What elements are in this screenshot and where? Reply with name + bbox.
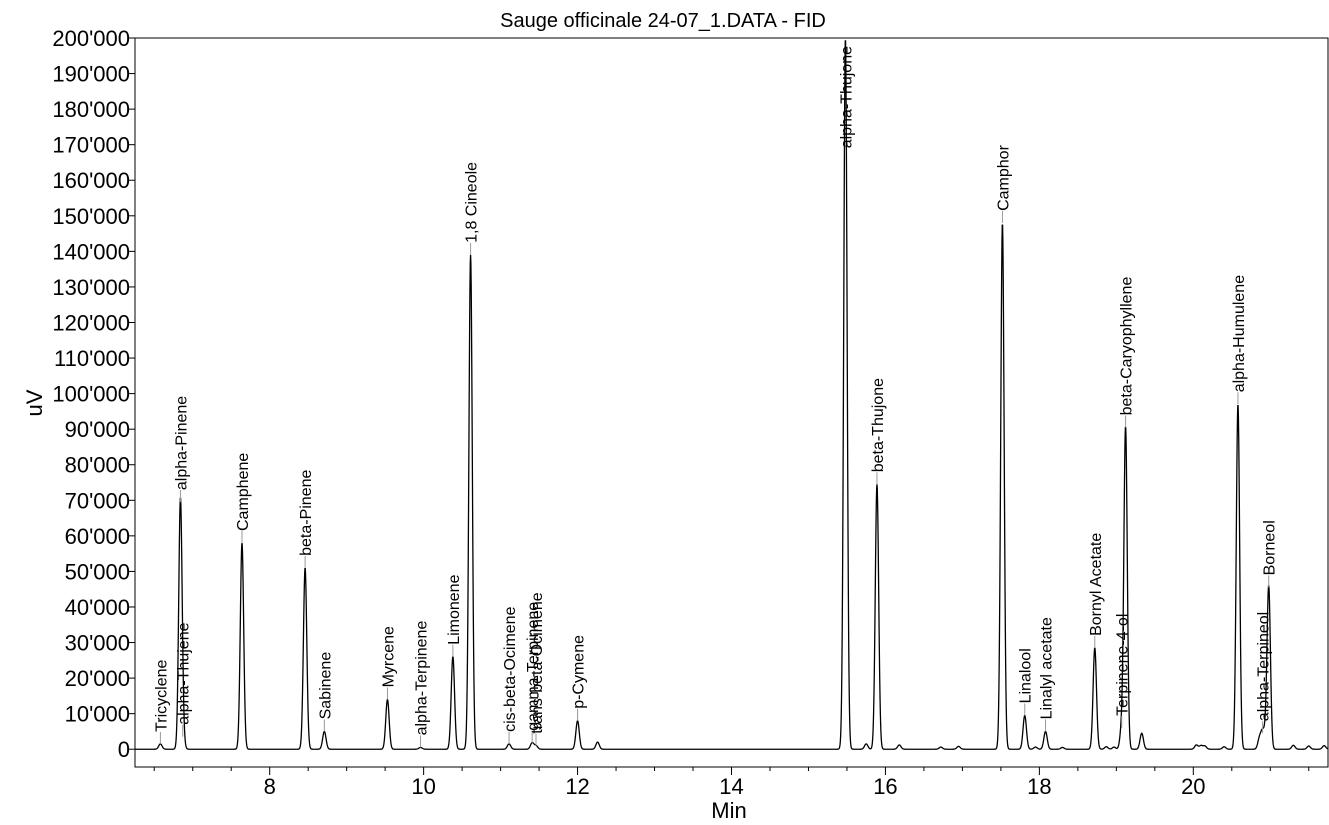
peak-label: Linalool: [1018, 648, 1035, 703]
peak-label: beta-Pinene: [298, 470, 315, 556]
x-tick-label: 12: [565, 774, 589, 799]
peak-label: p-Cymene: [571, 635, 588, 709]
y-tick-label: 150'000: [52, 204, 130, 229]
x-tick-label: 10: [411, 774, 435, 799]
y-tick-label: 40'000: [65, 595, 130, 620]
peak-label: beta-Caryophyllene: [1119, 277, 1136, 416]
y-tick-label: 90'000: [65, 417, 130, 442]
y-tick-label: 50'000: [65, 559, 130, 584]
y-tick-label: 60'000: [65, 524, 130, 549]
x-tick-label: 16: [873, 774, 897, 799]
y-tick-label: 170'000: [52, 133, 130, 158]
peak-label: Borneol: [1262, 520, 1279, 575]
x-tick-label: 14: [719, 774, 743, 799]
peak-label: Linalyl acetate: [1039, 617, 1056, 719]
y-tick-label: 160'000: [52, 168, 130, 193]
y-tick-label: 130'000: [52, 275, 130, 300]
x-tick-label: 20: [1181, 774, 1205, 799]
chart-title: Sauge officinale 24-07_1.DATA - FID: [500, 10, 826, 32]
trace-layer: [135, 40, 1329, 750]
y-tick-label: 100'000: [52, 382, 130, 407]
peak-label: gamma-Terpinene: [525, 602, 542, 731]
y-axis-label: uV: [22, 389, 47, 416]
y-tick-label: 180'000: [52, 97, 130, 122]
peak-label: Camphene: [235, 453, 252, 531]
y-tick-label: 110'000: [54, 346, 130, 371]
y-tick-label: 20'000: [65, 666, 130, 691]
peak-label: Tricyclene: [153, 659, 170, 731]
peak-label: alpha-Thujene: [176, 622, 193, 724]
peak-label: Sabinene: [317, 652, 334, 720]
y-tick-label: 140'000: [52, 239, 130, 264]
y-tick-label: 190'000: [52, 62, 130, 87]
peak-label: 1,8 Cineole: [464, 162, 481, 243]
y-tick-label: 30'000: [65, 631, 130, 656]
y-tick-label: 200'000: [52, 26, 130, 51]
peak-label: alpha-Pinene: [173, 396, 190, 490]
peak-label: alpha-Humulene: [1231, 275, 1248, 393]
peak-label: trans-beta-Ocimene: [529, 592, 546, 733]
y-tick-label: 120'000: [52, 310, 130, 335]
peak-label: alpha-Terpinene: [414, 621, 431, 736]
peak-label: Limonene: [446, 574, 463, 644]
y-tick-label: 0: [118, 737, 130, 762]
x-tick-label: 18: [1027, 774, 1051, 799]
plot-frame: [134, 37, 1329, 768]
y-tick-label: 10'000: [65, 702, 130, 727]
chromatogram-trace: [135, 40, 1329, 750]
y-axis: 0 10'000 20'000 30'000 40'000 50'000 60'000 70'…: [52, 26, 135, 762]
peak-labels: Tricyclene alpha-Pinene alpha-Thujene Camph…: [153, 46, 1279, 748]
peak-label: alpha-Terpineol: [1256, 612, 1273, 721]
peak-label: Bornyl Acetate: [1088, 533, 1105, 636]
peak-label: alpha-Thujone: [838, 46, 855, 148]
y-tick-label: 80'000: [65, 453, 130, 478]
peak-label: Camphor: [995, 144, 1012, 210]
peak-label: Terpinene-4-ol: [1115, 614, 1132, 716]
x-axis-label: Min: [711, 798, 746, 823]
peak-label: cis-beta-Ocimene: [502, 606, 519, 731]
y-tick-label: 70'000: [65, 488, 130, 513]
peak-label: beta-Thujone: [870, 378, 887, 472]
peak-label: Myrcene: [381, 626, 398, 687]
x-axis: 8 10 12 14 16 18 20: [153, 767, 1310, 799]
x-tick-label: 8: [264, 774, 276, 799]
